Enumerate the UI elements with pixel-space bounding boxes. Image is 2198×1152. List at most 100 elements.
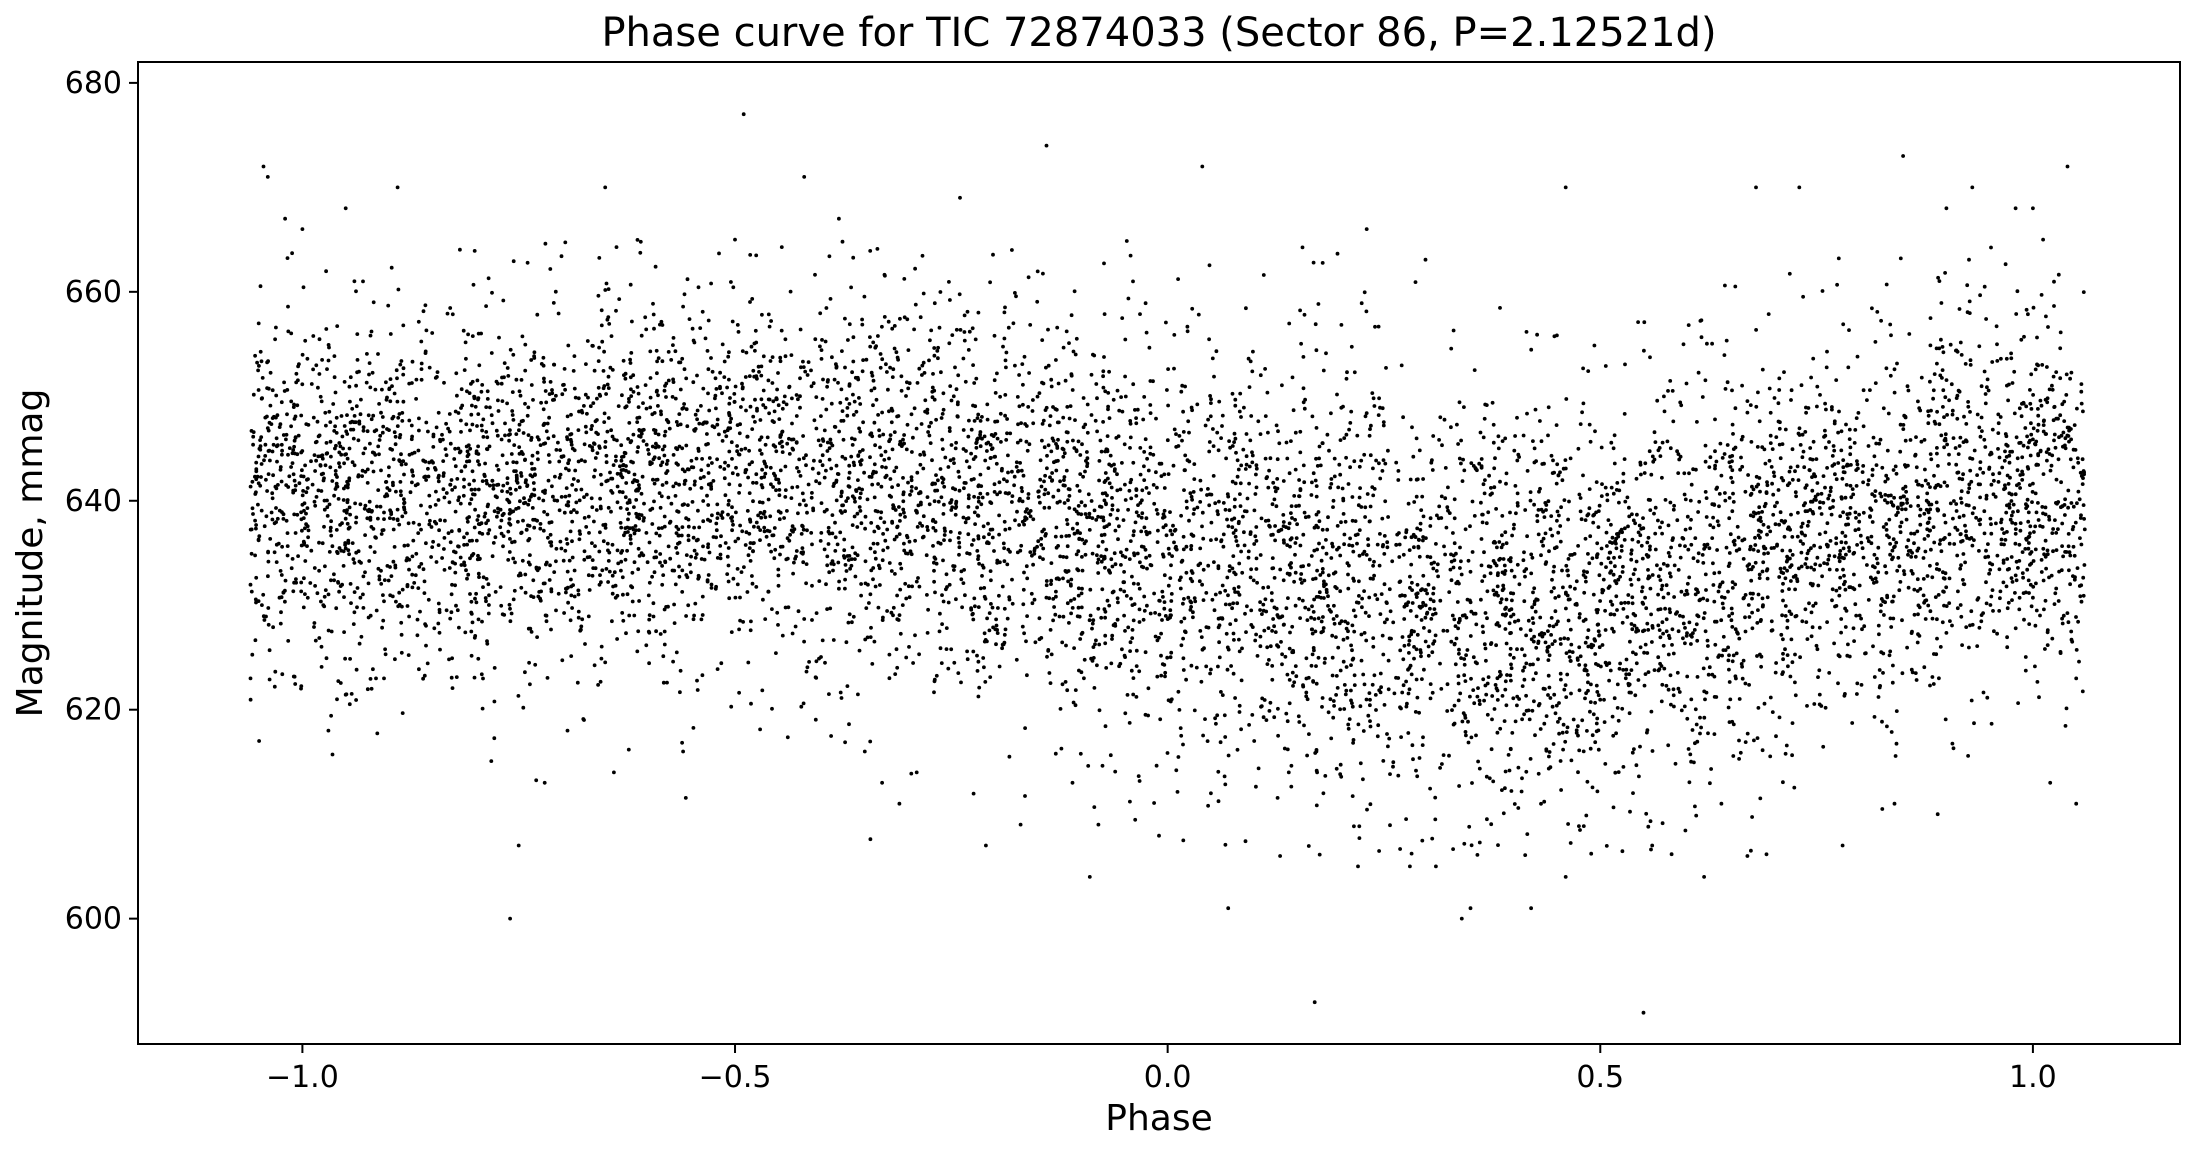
data-point — [584, 525, 589, 529]
data-point — [1602, 697, 1606, 702]
data-point — [434, 425, 439, 430]
data-point — [1912, 541, 1916, 546]
data-point — [274, 393, 279, 398]
data-point — [927, 358, 931, 363]
data-point — [476, 571, 481, 576]
data-point — [1888, 542, 1892, 546]
data-point — [1254, 632, 1258, 637]
data-point — [1148, 445, 1153, 450]
data-point — [2038, 398, 2043, 403]
data-point — [1078, 531, 1082, 535]
data-point — [1576, 544, 1580, 548]
data-point — [1266, 585, 1271, 590]
data-point — [719, 661, 724, 666]
data-point — [1637, 774, 1641, 779]
data-point — [1469, 461, 1474, 465]
data-point — [2076, 489, 2081, 494]
data-point — [1227, 564, 1232, 568]
data-point — [1788, 556, 1792, 561]
data-point — [760, 467, 764, 472]
data-point — [2013, 591, 2017, 595]
data-point — [2052, 438, 2056, 443]
data-point — [779, 439, 784, 444]
data-point — [1132, 529, 1136, 534]
data-point — [494, 428, 499, 433]
data-point — [1528, 662, 1533, 667]
data-point — [572, 568, 577, 573]
data-point — [1408, 574, 1412, 579]
data-point — [1486, 675, 1491, 679]
data-point — [1525, 534, 1529, 539]
data-point — [1872, 581, 1876, 585]
data-point — [476, 412, 481, 416]
data-point — [459, 387, 464, 392]
data-point — [2053, 591, 2058, 596]
data-point — [607, 569, 612, 574]
data-point — [1166, 367, 1170, 371]
data-point — [1251, 578, 1256, 583]
data-point — [1923, 617, 1928, 621]
data-point — [1800, 432, 1805, 437]
data-point — [1079, 500, 1084, 505]
data-point — [1997, 471, 2002, 476]
data-point — [1234, 450, 1238, 455]
data-point — [389, 574, 394, 578]
data-point — [1873, 576, 1878, 581]
data-point — [1350, 623, 1355, 628]
data-point — [825, 607, 829, 611]
data-point — [1736, 535, 1741, 540]
data-point — [1906, 388, 1911, 393]
data-point — [2051, 527, 2056, 531]
data-point — [2003, 432, 2008, 436]
data-point — [1459, 461, 1463, 466]
data-point — [1145, 456, 1149, 461]
data-point — [1961, 513, 1966, 518]
data-point — [1839, 429, 1844, 434]
data-point — [1822, 561, 1826, 565]
data-point — [1504, 612, 1508, 617]
data-point — [2058, 346, 2063, 351]
data-point — [1551, 624, 1556, 629]
data-point — [1668, 574, 1673, 579]
data-point — [510, 409, 515, 413]
data-point — [1591, 712, 1596, 717]
data-point — [750, 581, 755, 586]
data-point — [600, 568, 605, 573]
data-point — [654, 348, 659, 353]
data-point — [951, 457, 956, 461]
data-point — [827, 570, 832, 575]
data-point — [1485, 712, 1490, 717]
data-point — [672, 602, 676, 607]
data-point — [651, 312, 656, 317]
data-point — [1353, 614, 1358, 619]
data-point — [1419, 654, 1423, 659]
data-point — [455, 477, 460, 481]
data-point — [1407, 651, 1411, 655]
data-point — [1851, 492, 1856, 497]
data-point — [1747, 683, 1751, 687]
data-point — [1577, 748, 1582, 753]
data-point — [1179, 619, 1184, 624]
data-point — [1456, 674, 1461, 679]
data-point — [436, 543, 441, 547]
data-point — [559, 546, 564, 551]
data-point — [408, 490, 413, 495]
data-point — [1415, 774, 1420, 779]
data-point — [1599, 494, 1604, 498]
data-point — [1143, 650, 1148, 655]
data-point — [2044, 450, 2049, 454]
data-point — [583, 424, 588, 429]
data-point — [973, 604, 977, 609]
data-point — [921, 514, 926, 519]
data-point — [930, 458, 934, 463]
data-point — [269, 510, 274, 515]
data-point — [1123, 337, 1128, 342]
data-point — [1758, 489, 1762, 494]
data-point — [1371, 636, 1376, 640]
data-point — [685, 277, 690, 282]
data-point — [1725, 380, 1730, 385]
data-point — [956, 536, 961, 540]
data-point — [1857, 613, 1862, 618]
data-point — [1706, 644, 1710, 648]
data-point — [1995, 631, 1999, 636]
